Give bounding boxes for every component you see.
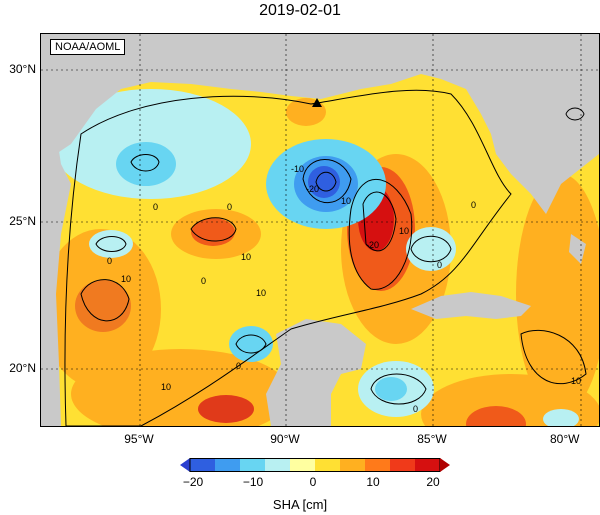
contour-label: -20	[366, 240, 379, 250]
contour-label: 0	[236, 361, 241, 371]
colorbar-tick: 10	[366, 475, 380, 489]
cold-spot-west	[89, 230, 133, 258]
warm-core-west	[75, 280, 131, 332]
graticule	[41, 34, 599, 426]
lat-label-30n: 30°N	[9, 62, 36, 76]
land-mexico-west	[41, 34, 71, 426]
map-canvas: 0 0 0 0 0 0 0 0 10 10 10 10 10 10 10 -10…	[41, 34, 599, 426]
contour-label: 0	[153, 202, 158, 212]
lat-label-25n: 25°N	[9, 214, 36, 228]
contour-label: 0	[107, 256, 112, 266]
colorbar-tick: −10	[242, 475, 264, 489]
cold-core-northwest	[116, 142, 176, 186]
sea-height-anomaly-map: 0 0 0 0 0 0 0 0 10 10 10 10 10 10 10 -10…	[40, 33, 600, 427]
warm-region-atlantic	[516, 174, 599, 414]
contour-10-loop	[348, 179, 413, 290]
contour-label: 0	[413, 404, 418, 414]
triangle-marker-icon	[312, 98, 322, 107]
contour-label: 10	[399, 226, 409, 236]
colorbar-tick: −20	[182, 475, 204, 489]
colorbar-cell	[390, 458, 416, 472]
contour-labels: 0 0 0 0 0 0 0 0 10 10 10 10 10 10 10 -10…	[107, 164, 581, 414]
colorbar-tick: 20	[426, 475, 440, 489]
contour-label: 10	[241, 252, 251, 262]
colorbar-cell	[240, 458, 266, 472]
land-bahamas	[569, 234, 586, 264]
colorbar-cell	[315, 458, 341, 472]
warm-core-campeche	[198, 395, 254, 423]
contour-neg-northwest	[130, 154, 160, 172]
contour-neg-atlantic	[565, 107, 585, 121]
land-cuba	[411, 292, 531, 319]
contour-10-central	[190, 217, 237, 242]
contour-label: 0	[227, 202, 232, 212]
contour-neg10-central	[302, 159, 352, 204]
contour-label: 10	[121, 274, 131, 284]
map-title: 2019-02-01	[259, 2, 341, 19]
contour-label: 0	[471, 200, 476, 210]
colorbar-min-arrow	[180, 458, 190, 472]
contour-neg20-central	[315, 171, 337, 192]
lon-label-85w: 85°W	[417, 432, 447, 446]
credit-label: NOAA/AOML	[50, 39, 126, 55]
contour-20-loop	[362, 191, 397, 252]
contour-zero-main	[64, 89, 512, 426]
colorbar-cell	[340, 458, 366, 472]
land-north-america	[41, 34, 599, 214]
land-north-edge	[41, 34, 599, 64]
lon-label-95w: 95°W	[124, 432, 154, 446]
contour-neg-yucatan	[235, 334, 267, 354]
colorbar-max-arrow	[440, 458, 450, 472]
cold-core-caribbean	[375, 377, 407, 401]
contour-10-west	[80, 279, 130, 322]
colorbar-cell	[265, 458, 291, 472]
contour-label: 10	[161, 382, 171, 392]
cold-spot-east	[406, 227, 456, 271]
contour-label: -20	[306, 184, 319, 194]
warm-core-central	[191, 218, 235, 246]
contour-label: 0	[437, 260, 442, 270]
cold-spot-southeast	[543, 409, 579, 426]
lon-label-80w: 80°W	[550, 432, 580, 446]
contour-zero-east	[410, 235, 452, 263]
contour-label: 10	[256, 288, 266, 298]
contour-label: -10	[291, 164, 304, 174]
contour-label: 10	[341, 196, 351, 206]
contour-label: 0	[201, 276, 206, 286]
cold-spot-yucatan	[229, 326, 273, 362]
colorbar-cell	[415, 458, 441, 472]
colorbar-cell	[365, 458, 391, 472]
lat-label-20n: 20°N	[9, 361, 36, 375]
colorbar-cell	[290, 458, 316, 472]
colorbar-cell	[190, 458, 216, 472]
contour-10-caribbean	[520, 329, 587, 384]
warm-core-caribbean	[466, 406, 526, 426]
land-yucatan	[266, 319, 366, 426]
colorbar	[180, 458, 450, 472]
contour-label: 10	[571, 376, 581, 386]
colorbar-tick: 0	[309, 475, 317, 489]
colorbar-title: SHA [cm]	[272, 497, 328, 512]
contour-zero-west	[95, 236, 127, 252]
lon-label-90w: 90°W	[270, 432, 300, 446]
contour-zero-caribbean	[370, 373, 427, 405]
colorbar-cell	[215, 458, 241, 472]
